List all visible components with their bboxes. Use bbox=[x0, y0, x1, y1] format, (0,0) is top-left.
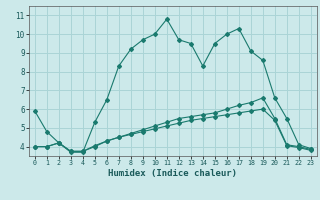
X-axis label: Humidex (Indice chaleur): Humidex (Indice chaleur) bbox=[108, 169, 237, 178]
